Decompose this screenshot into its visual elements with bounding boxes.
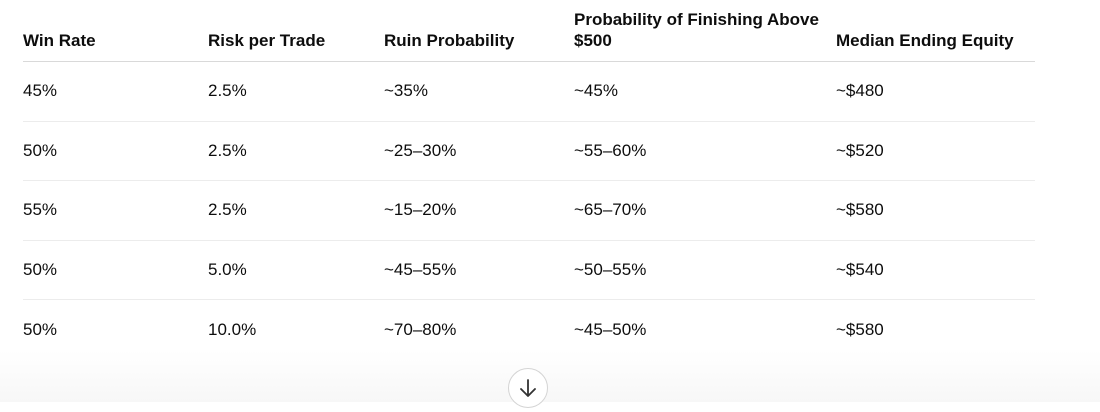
column-header: Risk per Trade <box>208 0 384 62</box>
table-row: 50% 2.5% ~25–30% ~55–60% ~$520 <box>23 121 1035 182</box>
table-cell: 50% <box>23 121 208 182</box>
table-cell: 55% <box>23 180 208 241</box>
table-cell: ~$540 <box>836 240 1035 301</box>
table-cell: ~65–70% <box>574 180 836 241</box>
column-header: Win Rate <box>23 0 208 62</box>
column-header: Median Ending Equity <box>836 0 1035 62</box>
table-cell: 2.5% <box>208 61 384 122</box>
table-row: 55% 2.5% ~15–20% ~65–70% ~$580 <box>23 180 1035 241</box>
column-header: Ruin Probability <box>384 0 574 62</box>
scroll-down-button[interactable] <box>508 368 548 408</box>
table-cell: 2.5% <box>208 121 384 182</box>
table-cell: ~$580 <box>836 319 884 339</box>
table-cell: 2.5% <box>208 180 384 241</box>
table-row: 45% 2.5% ~35% ~45% ~$480 <box>23 61 1035 122</box>
column-header: Probability of Finishing Above $500 <box>574 0 836 62</box>
table-cell: ~35% <box>384 61 574 122</box>
table-cell: ~70–80% <box>384 319 457 339</box>
table-cell: ~$520 <box>836 121 1035 182</box>
data-table: Win Rate Risk per Trade Ruin Probability Pr… <box>23 0 1035 359</box>
arrow-down-icon <box>520 379 536 397</box>
table-cell: ~45–55% <box>384 240 574 301</box>
header-row: Win Rate Risk per Trade Ruin Probability Pr… <box>23 0 1035 62</box>
table-cell: ~25–30% <box>384 121 574 182</box>
table-cell: ~$580 <box>836 180 1035 241</box>
table-cell: 50% <box>23 319 58 339</box>
table-cell: 5.0% <box>208 240 384 301</box>
table-cell: ~45% <box>574 61 836 122</box>
table-body: 45% 2.5% ~35% ~45% ~$480 50% 2.5% ~25–30% ~55–60… <box>23 61 1035 359</box>
table-row: 50% 5.0% ~45–55% ~50–55% ~$540 <box>23 240 1035 301</box>
table-cell: 10.0% <box>208 319 257 339</box>
table-cell: ~50–55% <box>574 240 836 301</box>
table-cell: ~55–60% <box>574 121 836 182</box>
table-cell: ~15–20% <box>384 180 574 241</box>
table-cell: ~$480 <box>836 61 1035 122</box>
bottom-fade <box>0 350 1100 402</box>
table-cell: ~45–50% <box>574 319 647 339</box>
table-cell: 45% <box>23 61 208 122</box>
table-row: 50% 10.0% ~70–80% ~45–50% ~$580 <box>23 300 1035 359</box>
table-cell: 50% <box>23 240 208 301</box>
